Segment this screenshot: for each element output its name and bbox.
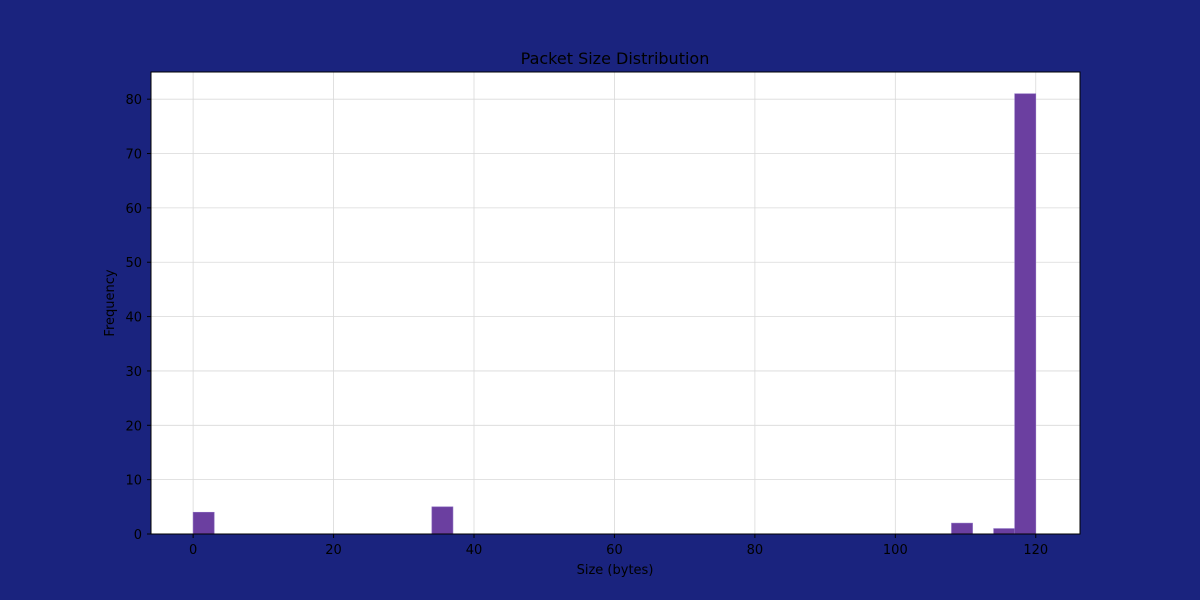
y-tick-label: 60 xyxy=(125,202,142,217)
y-tick-label: 70 xyxy=(125,148,142,163)
histogram-bar xyxy=(951,522,973,535)
plot-frame xyxy=(150,71,1081,535)
histogram-bar xyxy=(1014,93,1037,535)
x-tick-label: 120 xyxy=(1023,543,1048,558)
histogram-bar xyxy=(431,506,454,535)
y-tick-label: 20 xyxy=(125,419,142,434)
x-tick-label: 60 xyxy=(606,543,623,558)
y-tick-label: 30 xyxy=(125,365,142,380)
x-tick-label: 40 xyxy=(466,543,483,558)
histogram-bar xyxy=(192,511,215,535)
x-axis-ticks: 0 20 40 60 80 100 120 xyxy=(189,534,1048,558)
histogram-bar xyxy=(993,528,1015,535)
x-tick-label: 100 xyxy=(883,543,908,558)
y-axis-label: Frequency xyxy=(103,269,118,336)
x-tick-label: 80 xyxy=(747,543,764,558)
y-tick-label: 0 xyxy=(134,528,142,543)
x-tick-label: 0 xyxy=(189,543,197,558)
x-axis-label: Size (bytes) xyxy=(577,563,654,578)
y-tick-label: 80 xyxy=(125,93,142,108)
y-tick-label: 40 xyxy=(125,311,142,326)
plot-area xyxy=(151,72,1080,534)
x-tick-label: 20 xyxy=(325,543,342,558)
y-tick-label: 50 xyxy=(125,256,142,271)
y-axis-ticks: 0 10 20 30 40 50 60 70 80 xyxy=(125,93,151,543)
grid-lines xyxy=(151,72,1080,535)
histogram-bars xyxy=(192,93,1037,535)
chart-title: Packet Size Distribution xyxy=(521,49,710,68)
y-tick-label: 10 xyxy=(125,474,142,489)
